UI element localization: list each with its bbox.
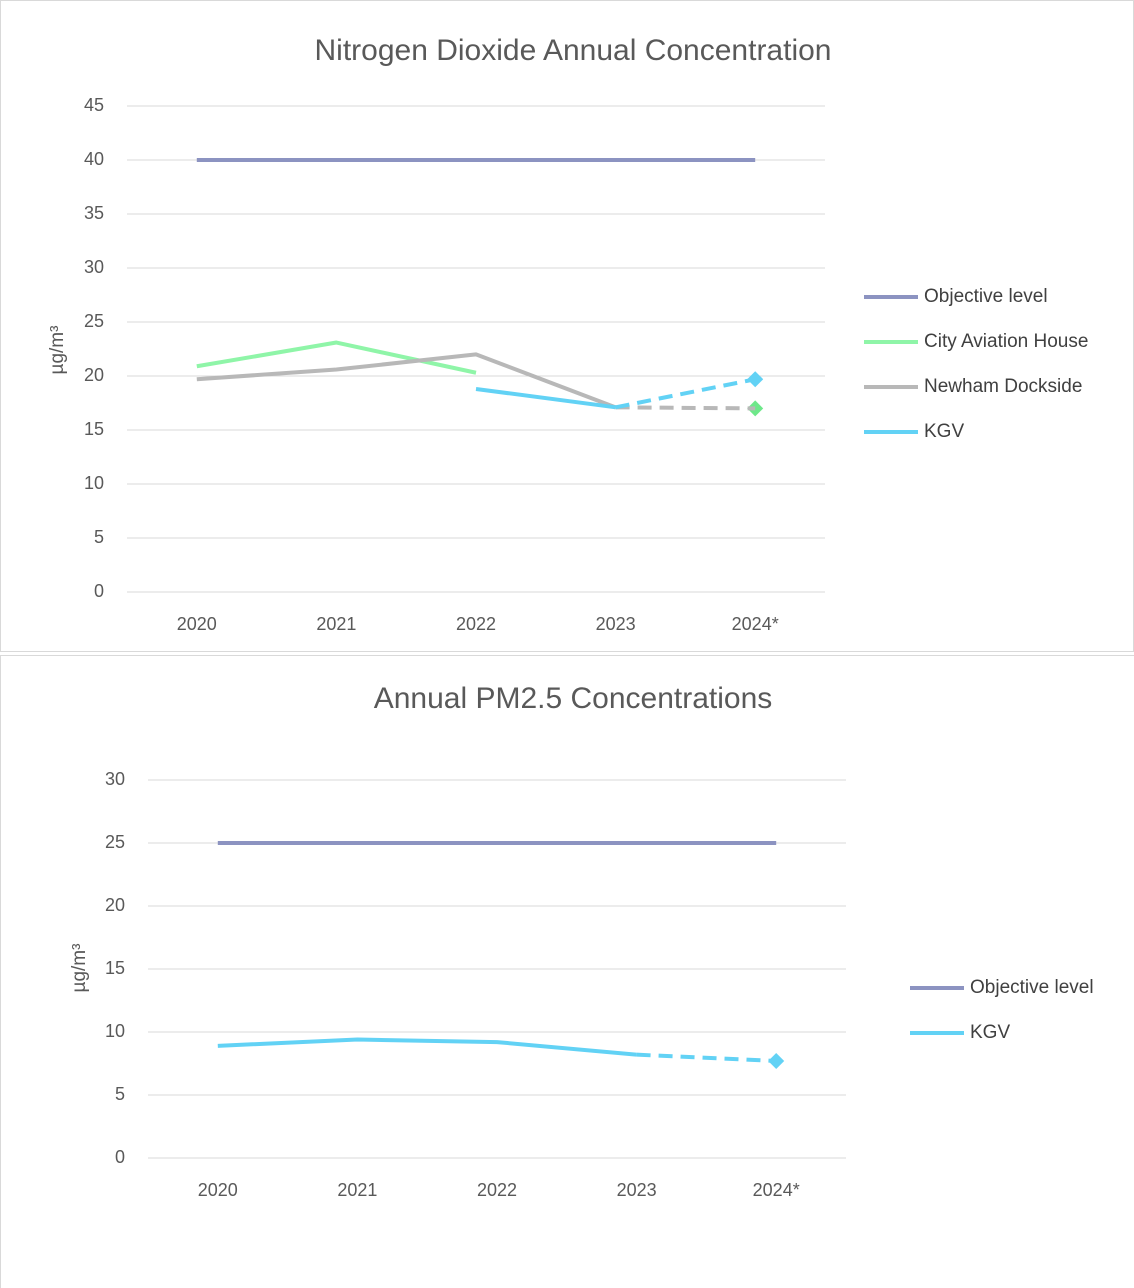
y-tick-label: 5 [115, 1084, 125, 1104]
chart-border [0, 0, 1134, 652]
x-tick-label: 2020 [177, 614, 217, 634]
y-tick-label: 30 [84, 257, 104, 277]
series-line [217, 1037, 637, 1057]
chart-title: Nitrogen Dioxide Annual Concentration [315, 34, 832, 67]
chart-title: Annual PM2.5 Concentrations [374, 682, 773, 715]
chart-border [0, 655, 1134, 1288]
legend-label: City Aviation House [924, 331, 1088, 352]
y-tick-label: 0 [94, 581, 104, 601]
y-tick-label: 40 [84, 149, 104, 169]
y-axis-label: µg/m³ [47, 326, 68, 375]
legend-label: Newham Dockside [924, 376, 1082, 397]
series-line [475, 386, 616, 410]
y-tick-label: 25 [84, 311, 104, 331]
x-tick-label: 2024* [753, 1180, 800, 1200]
marker [768, 1052, 785, 1069]
marker [747, 371, 764, 388]
y-tick-label: 5 [94, 527, 104, 547]
legend-label: Objective level [924, 286, 1048, 307]
y-tick-label: 25 [105, 832, 125, 852]
projected-line [636, 1052, 777, 1063]
x-tick-label: 2024* [732, 614, 779, 634]
y-tick-label: 20 [105, 895, 125, 915]
x-tick-label: 2020 [198, 1180, 238, 1200]
projected-line [615, 377, 756, 410]
legend-label: KGV [924, 421, 964, 442]
series-line [196, 352, 617, 410]
x-tick-label: 2021 [337, 1180, 377, 1200]
x-tick-label: 2022 [477, 1180, 517, 1200]
y-tick-label: 30 [105, 769, 125, 789]
x-tick-label: 2021 [316, 614, 356, 634]
y-tick-label: 20 [84, 365, 104, 385]
series-line [196, 340, 477, 375]
y-tick-label: 10 [105, 1021, 125, 1041]
chart: Annual PM2.5 Concentrations µg/m³ 0 5 10 15 20… [69, 682, 1094, 1200]
y-tick-label: 35 [84, 203, 104, 223]
y-tick-label: 15 [105, 958, 125, 978]
x-tick-label: 2023 [596, 614, 636, 634]
y-tick-label: 45 [84, 95, 104, 115]
x-tick-label: 2023 [617, 1180, 657, 1200]
legend-label: KGV [970, 1022, 1010, 1043]
legend-label: Objective level [970, 977, 1094, 998]
y-tick-label: 10 [84, 473, 104, 493]
y-axis-label: µg/m³ [69, 944, 90, 993]
chart: Nitrogen Dioxide Annual Concentration µg/… [47, 34, 1088, 634]
y-tick-label: 0 [115, 1147, 125, 1167]
projected-line [615, 405, 756, 411]
y-tick-label: 15 [84, 419, 104, 439]
x-tick-label: 2022 [456, 614, 496, 634]
